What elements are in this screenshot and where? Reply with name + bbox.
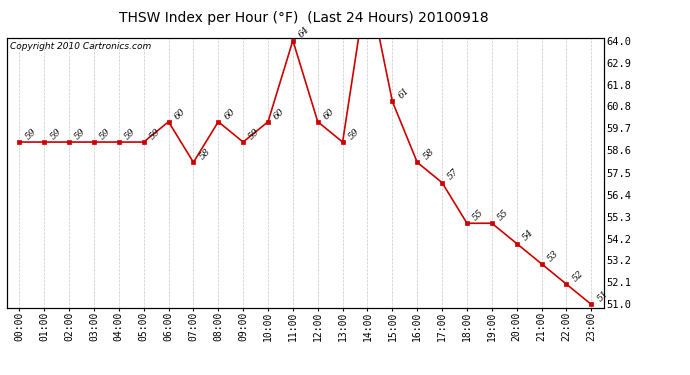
Text: 55: 55	[496, 208, 511, 222]
Text: 64: 64	[297, 25, 312, 40]
Text: 53: 53	[546, 249, 560, 263]
Text: 57: 57	[446, 167, 461, 182]
Text: 59: 59	[347, 127, 362, 141]
Text: 54: 54	[521, 228, 535, 243]
Text: 58: 58	[422, 147, 436, 162]
Text: 59: 59	[98, 127, 112, 141]
Text: Copyright 2010 Cartronics.com: Copyright 2010 Cartronics.com	[10, 42, 151, 51]
Text: 59: 59	[148, 127, 162, 141]
Text: 60: 60	[322, 106, 337, 121]
Text: 51: 51	[595, 289, 610, 304]
Text: THSW Index per Hour (°F)  (Last 24 Hours) 20100918: THSW Index per Hour (°F) (Last 24 Hours)…	[119, 11, 489, 25]
Text: 60: 60	[172, 106, 187, 121]
Text: 60: 60	[272, 106, 286, 121]
Text: 59: 59	[73, 127, 88, 141]
Text: 61: 61	[397, 86, 411, 100]
Text: 58: 58	[197, 147, 212, 162]
Text: 60: 60	[222, 106, 237, 121]
Text: 59: 59	[23, 127, 38, 141]
Text: 67: 67	[0, 374, 1, 375]
Text: 59: 59	[48, 127, 63, 141]
Text: 59: 59	[123, 127, 137, 141]
Text: 59: 59	[247, 127, 262, 141]
Text: 52: 52	[571, 269, 585, 284]
Text: 55: 55	[471, 208, 486, 222]
